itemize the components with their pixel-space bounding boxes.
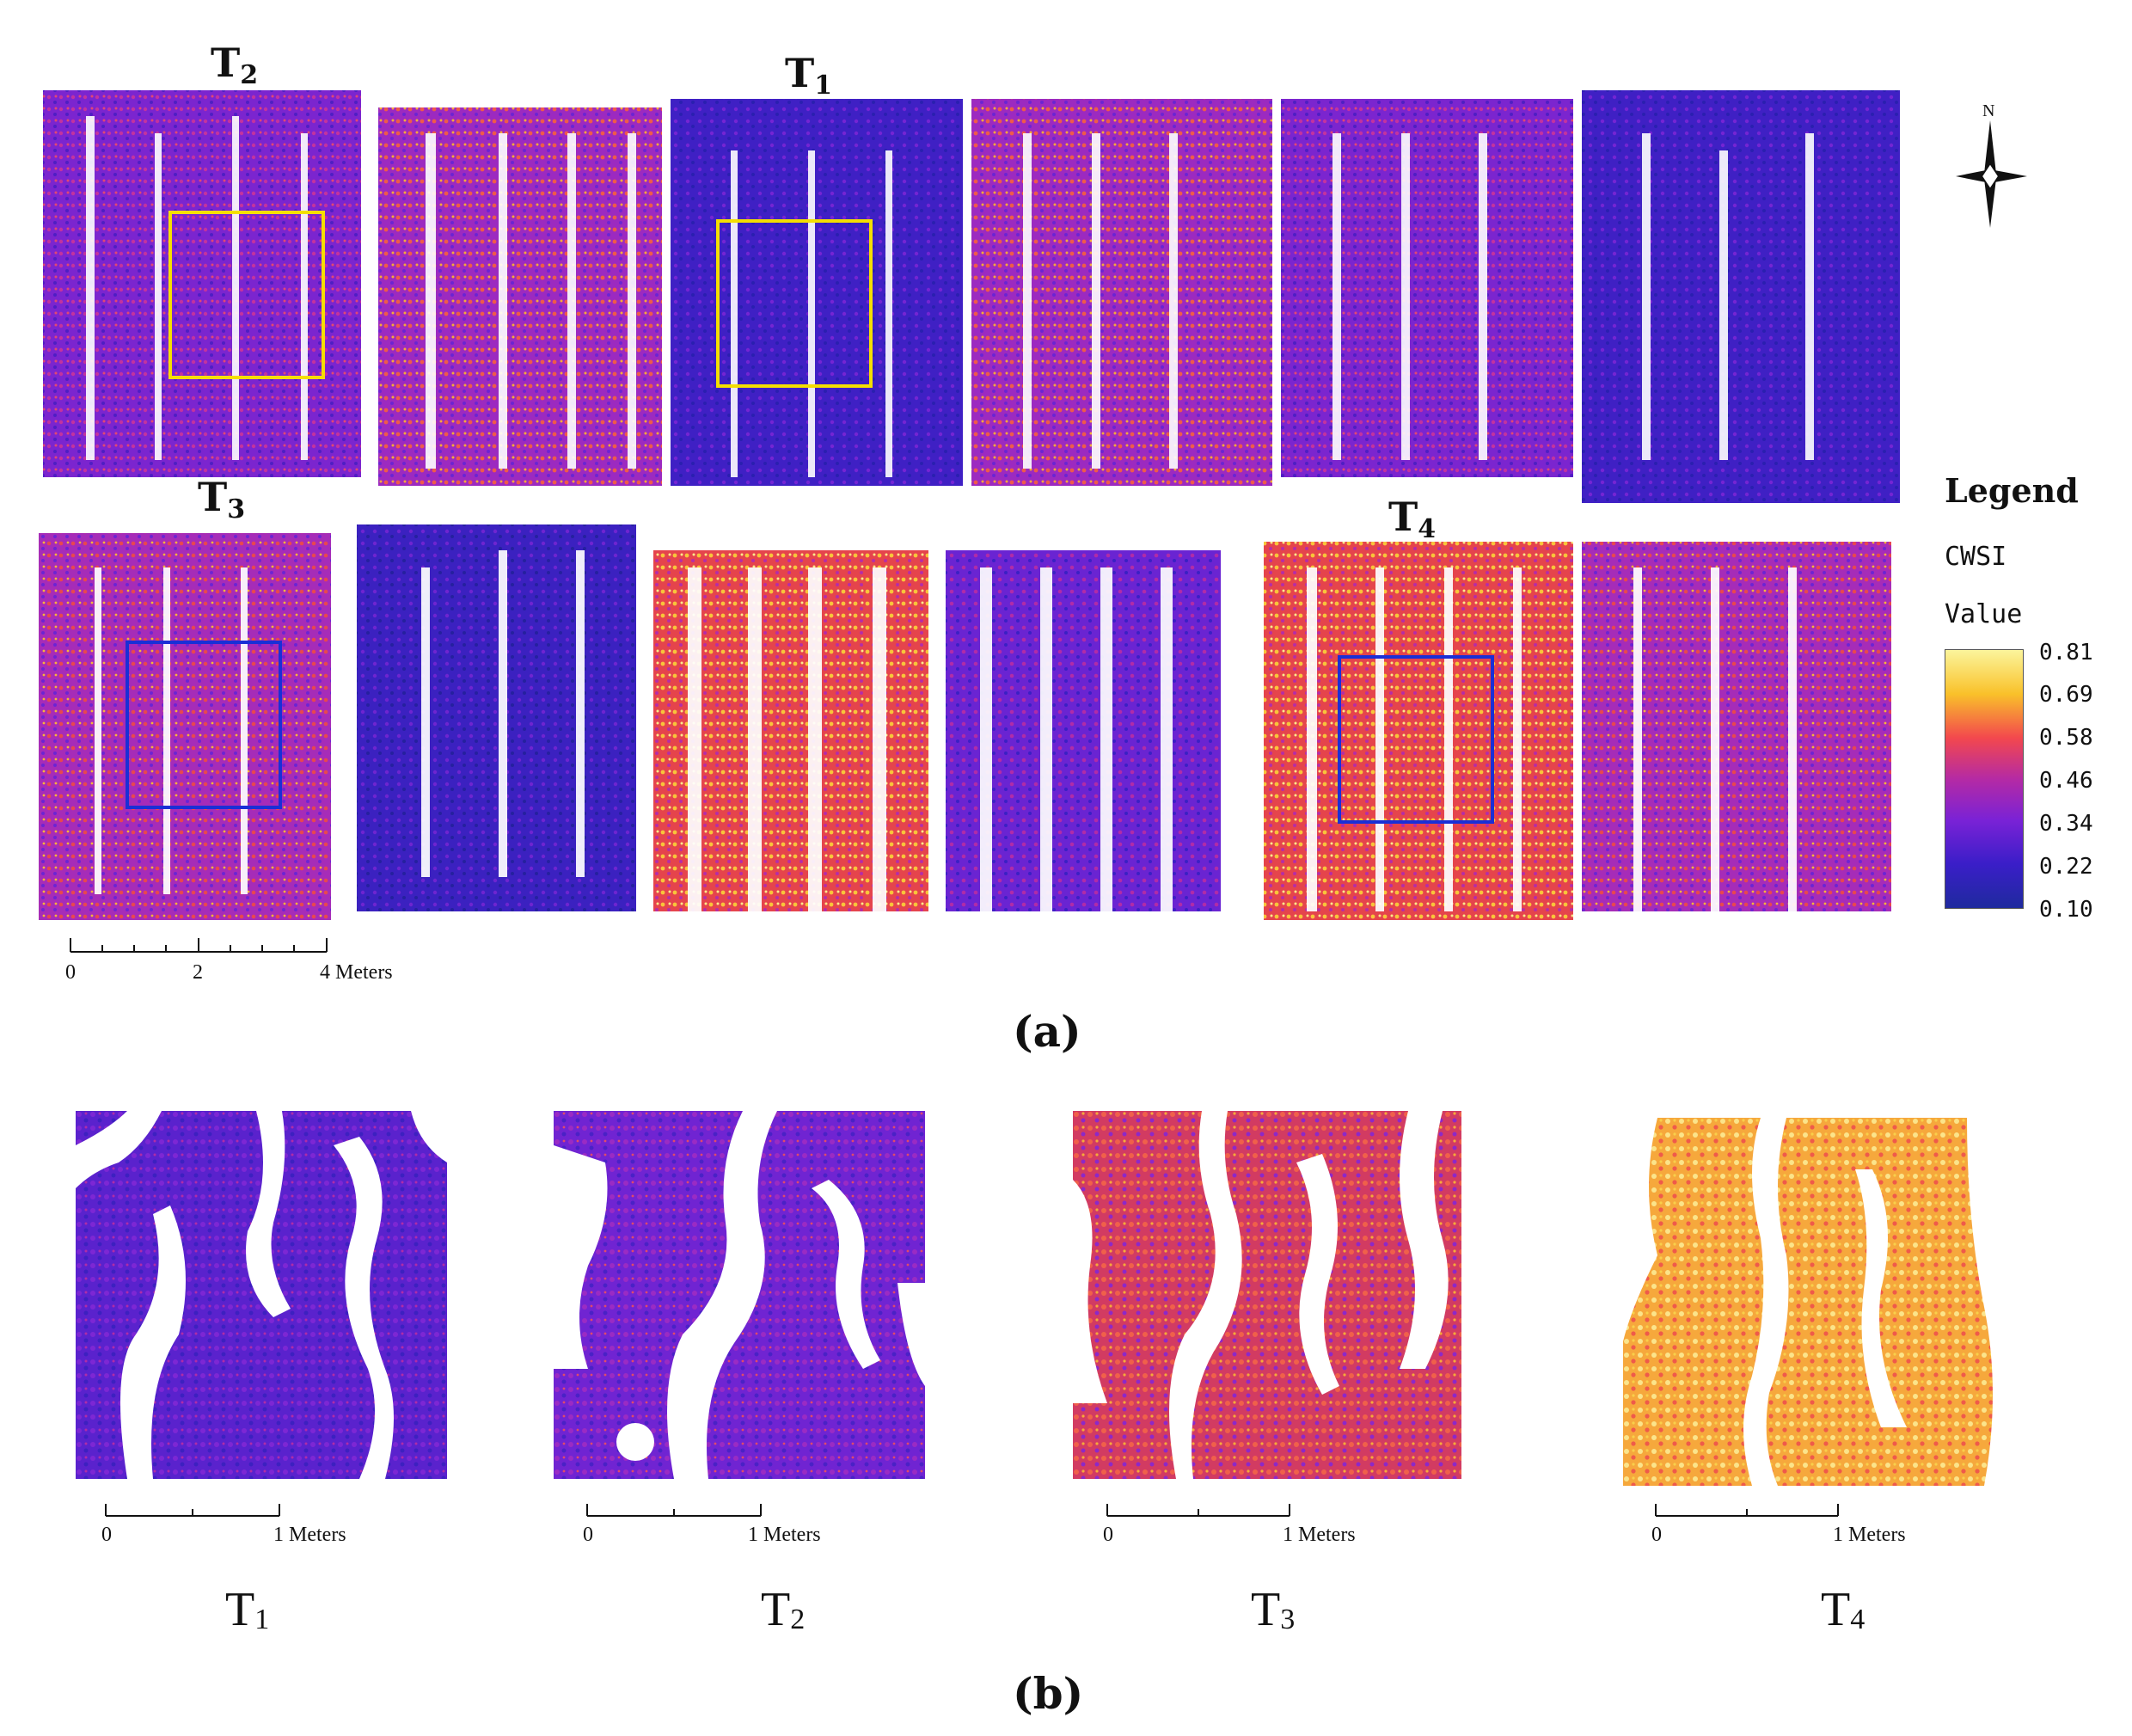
caption-b: (b) [1013,1668,1084,1719]
t1-highlight-box [716,219,873,388]
sublabel-t3: T3 [1251,1583,1296,1636]
label-t2: T2 [211,40,259,90]
scale-a-tick-4: 4 Meters [320,961,393,984]
scale-t3-zero: 0 [1103,1524,1113,1546]
scale-t2-one: 1 Meters [748,1524,821,1546]
scale-t2-zero: 0 [583,1524,593,1546]
legend-tick-034: 0.34 [2039,811,2093,837]
sublabel-t1: T1 [225,1583,270,1636]
sublabel-t4: T4 [1821,1583,1865,1636]
scale-t3-one: 1 Meters [1283,1524,1356,1546]
scale-a-tick-0: 0 [65,961,76,984]
sublabel-t2: T2 [761,1583,806,1636]
legend-field: CWSI [1945,542,2007,572]
field-map-bottom-row [34,516,1908,920]
legend-tick-069: 0.69 [2039,682,2093,708]
t3-highlight-box [126,641,282,809]
scale-a-tick-2: 2 [193,961,203,984]
scale-bar-t4 [1653,1500,1842,1521]
t2-highlight-box [168,211,325,379]
scale-bar-t2 [585,1500,765,1521]
legend-tick-058: 0.58 [2039,725,2093,751]
legend-tick-022: 0.22 [2039,854,2093,880]
zoom-t4 [1623,1118,2012,1486]
legend-color-ramp [1945,649,2024,909]
scale-t1-one: 1 Meters [273,1524,346,1546]
scale-bar-a [67,933,334,959]
label-t3: T3 [198,474,246,524]
north-arrow-icon [1951,103,2029,232]
zoom-t3 [1073,1111,1461,1479]
scale-bar-t1 [103,1500,284,1521]
label-t4: T4 [1388,494,1437,544]
north-label: N [1982,101,1995,120]
zoom-t1 [76,1111,447,1479]
scale-t4-one: 1 Meters [1833,1524,1906,1546]
zoom-t2 [554,1111,925,1479]
legend-tick-081: 0.81 [2039,640,2093,666]
caption-a: (a) [1013,1006,1081,1057]
legend-value-label: Value [1945,599,2023,629]
scale-bar-t3 [1105,1500,1294,1521]
scale-t1-zero: 0 [101,1524,112,1546]
legend-title: Legend [1945,471,2079,510]
t4-highlight-box [1338,655,1494,824]
field-map-top-row [34,82,1908,503]
label-t1: T1 [785,50,833,101]
legend-tick-010: 0.10 [2039,897,2093,923]
legend-tick-046: 0.46 [2039,768,2093,794]
scale-t4-zero: 0 [1651,1524,1662,1546]
